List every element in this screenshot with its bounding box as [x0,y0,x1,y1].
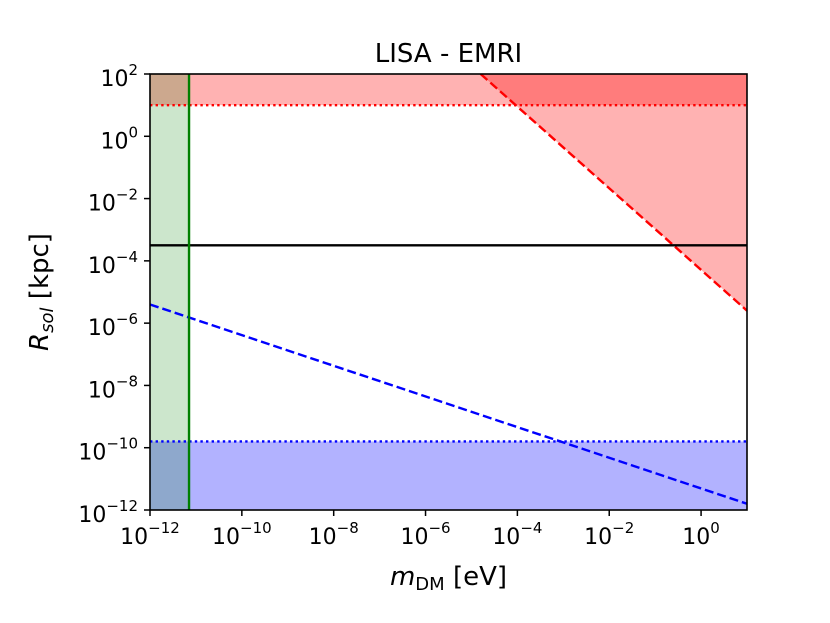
shaded-regions [150,74,747,510]
blue-dashed-line [150,303,747,505]
x-tick-label: 10−6 [400,519,450,550]
x-tick-label: 10−12 [120,519,180,550]
x-axis-label-unit: [eV] [445,562,507,592]
y-tick-label: 102 [100,61,138,92]
x-axis-label-main: m [390,562,415,592]
y-tick-label: 100 [100,123,138,154]
top-red-band [150,74,747,106]
x-tick-label: 10−10 [212,519,272,550]
x-axis-label: mDM [eV] [390,562,507,595]
axis-ticks: 10−12 10−10 10−8 10−6 10−4 10−2 100 102 100 10−2 1… [78,61,720,550]
y-axis-label-sub: sol [37,307,58,332]
left-green-band [150,74,190,510]
y-tick-label: 10−4 [88,248,138,279]
x-tick-label: 10−2 [584,519,634,550]
plot-lines [150,74,747,510]
y-axis-label-main: R [25,333,55,351]
y-tick-label: 10−2 [88,186,138,217]
x-tick-label: 10−8 [309,519,359,550]
y-tick-label: 10−12 [78,497,138,528]
y-axis-label-unit: [kpc] [25,233,55,307]
red-dashed-line [479,74,747,312]
x-axis-label-sub: DM [415,574,444,595]
x-tick-label: 100 [682,519,720,550]
x-tick-label: 10−4 [492,519,542,550]
y-tick-label: 10−6 [88,310,138,341]
y-tick-label: 10−10 [78,435,138,466]
plot-frame [149,73,748,511]
y-axis-label: Rsol [kpc] [25,233,58,351]
bottom-blue-band [150,441,747,510]
y-tick-label: 10−8 [88,372,138,403]
chart-title: LISA - EMRI [375,39,522,69]
